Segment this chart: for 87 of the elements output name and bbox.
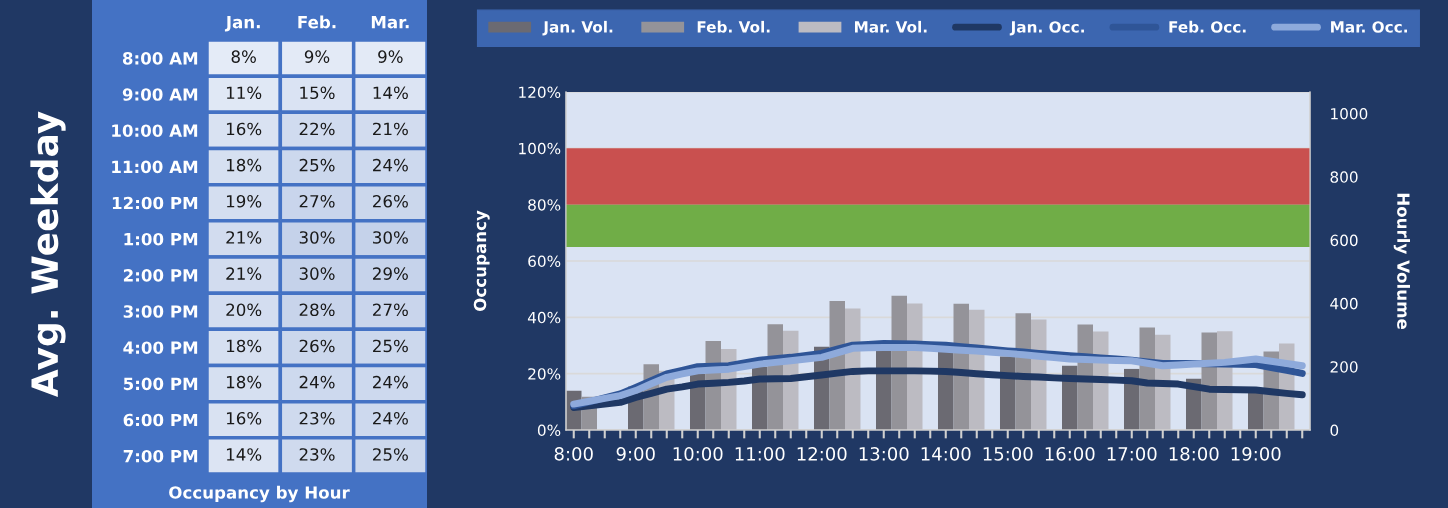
data-label: 18% [226,158,262,172]
data-label: 14% [373,86,408,100]
y-tick-label: 60% [528,255,561,268]
y-tick-label: 7:00 PM [123,449,198,463]
data-label: 14% [226,448,262,461]
data-label: 27% [373,303,408,317]
x-tick-label: 8:00 [554,446,593,461]
data-label: 22% [299,122,335,136]
data-label: 16% [226,122,262,136]
y-tick-label: 20% [528,368,561,380]
y-tick-label: 100% [519,142,561,155]
bar [1062,365,1078,430]
data-label: 20% [226,303,262,317]
y2-tick-label: 1000 [1331,107,1368,120]
y2-tick-label: 400 [1330,297,1358,310]
y2-tick-label: 600 [1330,234,1358,247]
y-axis-title: Occupancy [473,210,490,311]
data-label: 18% [226,339,262,353]
x-tick-label: 10:00 [673,446,723,461]
x-tick-label: 17:00 [1107,446,1157,461]
legend-label: Jan. Occ. [1009,21,1084,36]
data-label: 26% [299,339,335,353]
y-tick-label: 1:00 PM [124,232,198,246]
data-label: 27% [299,194,335,208]
y-tick-label: 2:00 PM [123,269,198,282]
x-tick-label: 16:00 [1045,446,1095,461]
data-label: 28% [299,303,335,317]
data-label: 26% [373,194,408,208]
x-tick-label: 18:00 [1169,446,1219,461]
legend-label: Mar. Vol. [855,20,927,33]
x-tick-label: 19:00 [1231,446,1281,461]
legend-label: Feb. Occ. [1169,20,1246,33]
data-label: 19% [226,194,262,208]
data-label: 25% [299,158,335,172]
data-label: 18% [226,375,262,389]
x-tick-label: 11:00 [735,446,785,461]
y-axis-title: Avg. Weekday [30,111,66,398]
y-tick-label: 9:00 AM [122,88,198,101]
text: Occupancy by Hour [169,485,350,503]
y2-tick-label: 0 [1330,424,1339,437]
y-tick-label: 5:00 PM [123,377,198,391]
y-tick-label: 40% [527,311,561,324]
data-label: 21% [226,267,262,280]
data-label: 30% [299,267,335,280]
data-label: 21% [373,122,408,136]
data-label: 21% [226,231,262,244]
data-label: 23% [299,448,335,461]
data-label: 30% [373,231,408,244]
x-tick-label: 13:00 [859,446,909,461]
data-label: 9% [304,50,330,63]
x-tick-label: 14:00 [921,446,971,461]
data-label: 24% [373,375,408,389]
legend-label: Feb. Vol. [697,20,770,33]
y-tick-label: 10:00 AM [112,124,198,137]
data-label: 25% [373,448,408,461]
data-label: 24% [373,411,408,425]
data-label: 11% [226,86,262,100]
data-label: 23% [299,411,335,425]
y-tick-label: 3:00 PM [123,305,198,318]
data-label: 24% [299,375,335,389]
y-tick-label: 4:00 PM [123,341,198,354]
data-label: 29% [373,267,408,280]
x-tick-label: Feb. [298,15,336,29]
y-tick-label: 6:00 PM [123,413,198,427]
y2-tick-label: 200 [1330,361,1358,373]
y-tick-label: 11:00 AM [112,160,198,174]
x-tick-label: Mar. [371,16,409,29]
data-label: 25% [373,339,408,353]
data-label: 15% [300,86,335,100]
data-label: 24% [373,158,408,172]
y2-axis-title: Hourly Volume [1393,193,1410,329]
x-tick-label: 9:00 [616,446,655,461]
data-label: 30% [299,231,335,244]
data-label: 16% [226,411,262,425]
x-tick-label: 15:00 [983,446,1033,461]
y-tick-label: 8:00 AM [122,52,198,65]
legend-label: Jan. Vol. [542,20,613,36]
legend-label: Mar. Occ. [1331,21,1407,33]
y-tick-label: 80% [528,199,561,211]
y2-tick-label: 800 [1330,171,1358,183]
y-tick-label: 0% [537,424,561,437]
x-tick-label: Jan. [224,16,260,32]
y-tick-label: 12:00 PM [112,196,198,210]
data-label: 9% [378,50,403,63]
y-tick-label: 120% [519,86,561,99]
x-tick-label: 12:00 [797,446,847,461]
data-label: 8% [231,50,256,63]
